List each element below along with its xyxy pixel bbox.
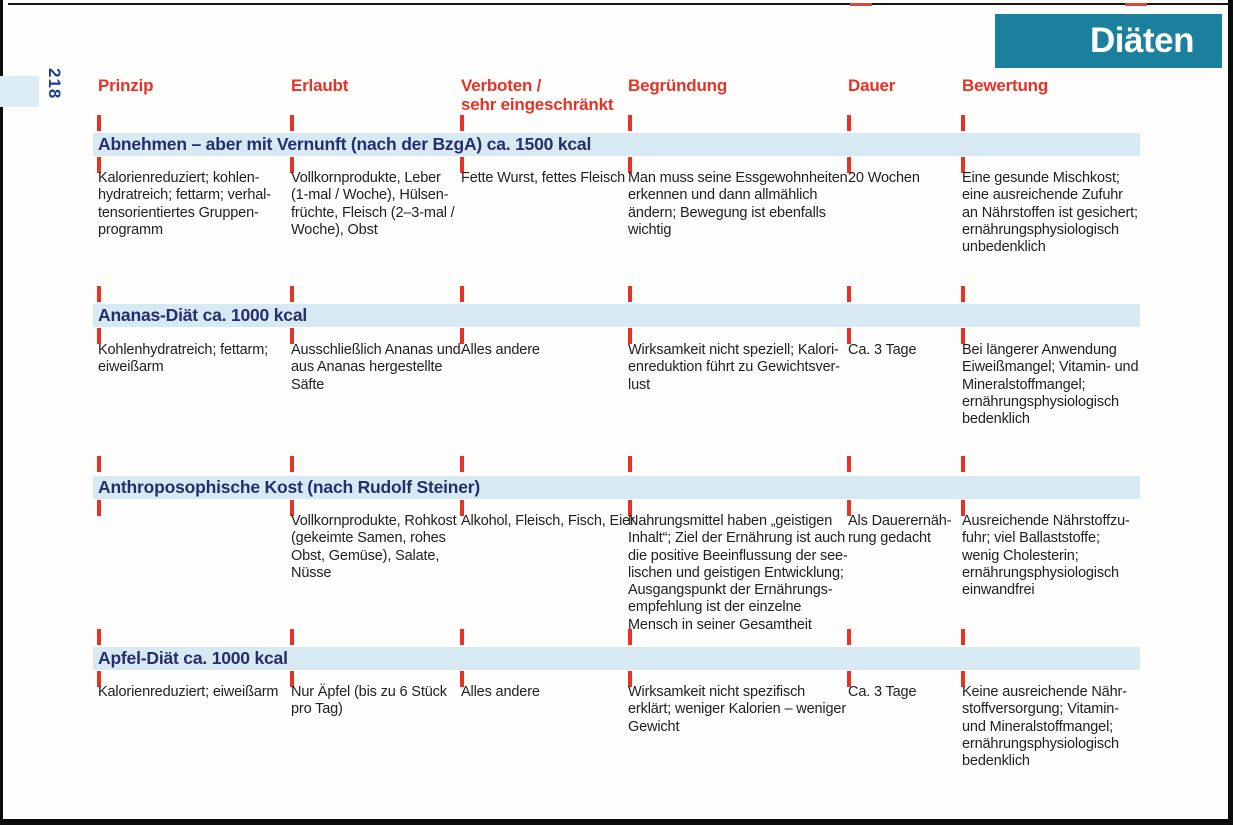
cell-prinzip: Kalorienreduziert; kohlen- hydratreich; … [98,170,271,238]
diet-section-header: Ananas-Diät ca. 1000 kcal [93,304,1140,327]
cell-begruendung: Man muss seine Essgewohnheiten erkennen … [628,170,848,238]
scan-edge-top [1147,3,1231,5]
column-marker-ticks [0,629,1233,645]
column-marker-ticks [0,157,1233,173]
cell-erlaubt: Vollkornprodukte, Rohkost (gekeimte Same… [291,513,457,581]
cell-bewertung: Ausreichende Nährstoffzu- fuhr; viel Bal… [962,513,1130,599]
column-header-begruendung: Begründung [628,76,728,95]
column-marker-ticks [0,671,1233,687]
column-header-verboten: Verboten / sehr eingeschränkt [461,76,614,114]
column-header-erlaubt: Erlaubt [291,76,349,95]
scan-edge-top-red-mark [850,3,872,6]
chapter-title-box: Diäten [995,14,1222,68]
cell-begruendung: Wirksamkeit nicht spezifisch erklärt; we… [628,684,846,735]
diet-section-header: Abnehmen – aber mit Vernunft (nach der B… [93,133,1140,156]
column-marker-ticks [0,286,1233,302]
scan-edge-right [1228,0,1233,825]
diet-section-title: Apfel-Diät ca. 1000 kcal [98,648,288,668]
column-header-dauer: Dauer [848,76,896,95]
scan-edge-bottom [0,819,1233,825]
scan-edge-left [0,0,3,825]
cell-dauer: Ca. 3 Tage [848,342,917,358]
column-marker-ticks [0,456,1233,472]
cell-prinzip: Kalorienreduziert; eiweißarm [98,684,279,700]
cell-dauer: 20 Wochen [848,170,920,186]
cell-erlaubt: Nur Äpfel (bis zu 6 Stück pro Tag) [291,684,447,718]
column-marker-ticks [0,500,1233,516]
cell-erlaubt: Ausschließlich Ananas und aus Ananas her… [291,342,461,393]
cell-begruendung: Wirksamkeit nicht speziell; Kalori- enre… [628,342,840,393]
cell-verboten: Alles andere [461,684,540,700]
diet-section-header: Anthroposophische Kost (nach Rudolf Stei… [93,476,1140,499]
page-number: 218 [45,68,64,100]
cell-bewertung: Bei längerer Anwendung Eiweißmangel; Vit… [962,342,1139,428]
column-header-prinzip: Prinzip [98,76,154,95]
scan-edge-top-red-mark [1125,3,1147,6]
cell-verboten: Alles andere [461,342,540,358]
cell-verboten: Alkohol, Fleisch, Fisch, Eier [461,513,635,529]
cell-bewertung: Keine ausreichende Nähr- stoffversorgung… [962,684,1127,770]
cell-bewertung: Eine gesunde Mischkost; eine ausreichend… [962,170,1138,256]
cell-dauer: Als Dauerernäh- rung gedacht [848,513,952,547]
column-header-bewertung: Bewertung [962,76,1049,95]
diet-section-title: Ananas-Diät ca. 1000 kcal [98,305,308,325]
scan-edge-top [872,3,1125,5]
cell-prinzip: Kohlenhydratreich; fettarm; eiweißarm [98,342,269,376]
cell-begruendung: Nahrungsmittel haben „geistigen Inhalt“;… [628,513,848,633]
cell-erlaubt: Vollkornprodukte, Leber (1-mal / Woche),… [291,170,455,238]
diet-section-title: Anthroposophische Kost (nach Rudolf Stei… [98,477,481,497]
diet-section-header: Apfel-Diät ca. 1000 kcal [93,647,1140,670]
column-marker-ticks [0,328,1233,344]
cell-dauer: Ca. 3 Tage [848,684,917,700]
column-marker-ticks [0,115,1233,131]
diet-section-title: Abnehmen – aber mit Vernunft (nach der B… [98,134,592,154]
page-number-strip [0,76,39,107]
scan-edge-top [8,3,850,5]
chapter-title: Diäten [1090,21,1194,60]
cell-verboten: Fette Wurst, fettes Fleisch [461,170,626,186]
